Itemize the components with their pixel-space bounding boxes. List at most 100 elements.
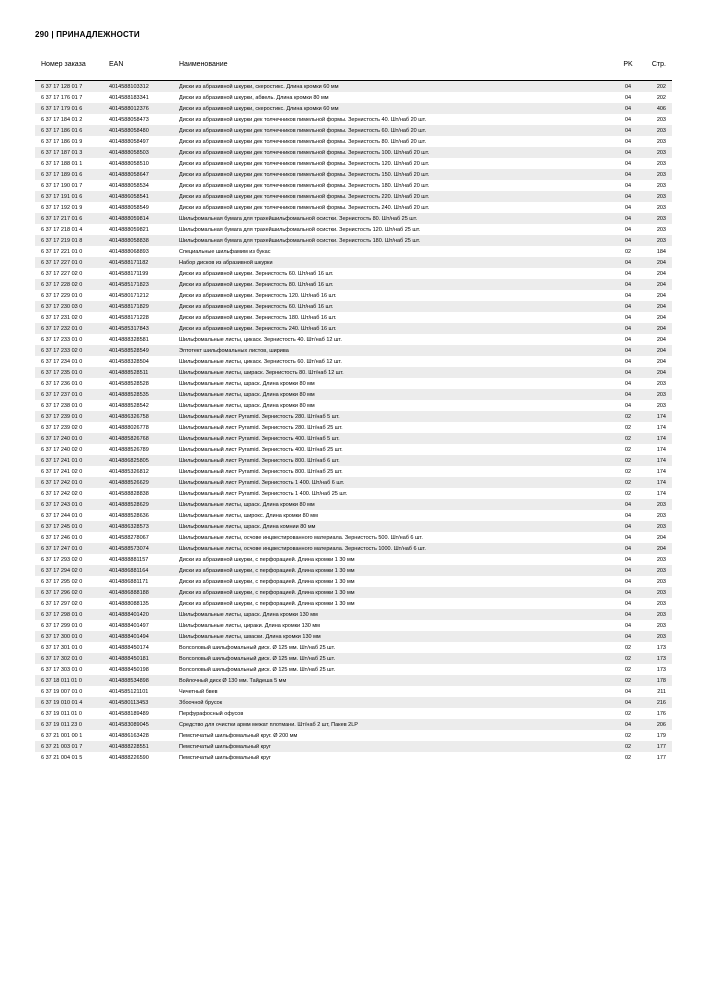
table-cell: 203 <box>642 180 672 191</box>
table-row: 6 37 17 243 01 04014888528629Шильфомальн… <box>35 499 672 510</box>
table-cell: 04 <box>614 356 642 367</box>
table-cell: 6 37 17 236 01 0 <box>35 378 105 389</box>
table-cell: 4014588058473 <box>105 114 175 125</box>
table-cell: 176 <box>642 708 672 719</box>
table-cell: 4014588573074 <box>105 543 175 554</box>
table-cell: 4014886881164 <box>105 565 175 576</box>
table-row: 6 37 17 227 01 04014588171182Набор диско… <box>35 257 672 268</box>
table-cell: 4014888450174 <box>105 642 175 653</box>
table-cell: Перфурафосный офусов <box>175 708 614 719</box>
table-cell: 4014888528542 <box>105 400 175 411</box>
table-cell: 4014888450181 <box>105 653 175 664</box>
table-cell: 6 37 17 239 01 0 <box>35 411 105 422</box>
table-cell: 6 37 17 233 01 0 <box>35 334 105 345</box>
table-cell: Шильфомальные листы, осчове инцвестирова… <box>175 543 614 554</box>
table-row: 6 37 17 238 01 04014888528542Шильфомальн… <box>35 400 672 411</box>
table-cell: Диски из абразивной шкурки. Зернистость … <box>175 301 614 312</box>
table-cell: Диски из абразивной шкурки, с перфорацие… <box>175 565 614 576</box>
table-cell: Диски из абразивной шкурки дек толчечник… <box>175 158 614 169</box>
table-cell: Диски из абразивной шкурки дек толчечник… <box>175 180 614 191</box>
table-cell: Диски из абразивной шкурки дек толчечник… <box>175 125 614 136</box>
table-cell: 174 <box>642 444 672 455</box>
table-row: 6 37 17 189 01 64014888058647Диски из аб… <box>35 169 672 180</box>
table-cell: 04 <box>614 114 642 125</box>
table-row: 6 37 17 236 01 04014588528528Шильфомальн… <box>35 378 672 389</box>
table-cell: 204 <box>642 532 672 543</box>
table-row: 6 37 17 221 01 04014888068893Специальные… <box>35 246 672 257</box>
table-cell: Войлочный диск Ø 130 мм. Тайдеша 5 мм <box>175 675 614 686</box>
table-cell: 204 <box>642 345 672 356</box>
table-cell: 4014888401420 <box>105 609 175 620</box>
table-cell: Диски из абразивной шкурки дек толчечник… <box>175 191 614 202</box>
table-cell: 203 <box>642 191 672 202</box>
table-cell: 174 <box>642 433 672 444</box>
table-cell: 04 <box>614 719 642 730</box>
table-cell: 203 <box>642 213 672 224</box>
table-cell: 4014888058647 <box>105 169 175 180</box>
table-cell: 02 <box>614 488 642 499</box>
table-cell: 6 37 17 227 01 0 <box>35 257 105 268</box>
table-cell: Шильфомальные листы, осчове инцвестирова… <box>175 532 614 543</box>
table-cell: 203 <box>642 609 672 620</box>
table-cell: 206 <box>642 719 672 730</box>
table-row: 6 37 17 240 01 04014885826768Шильфомальн… <box>35 433 672 444</box>
table-cell: 204 <box>642 257 672 268</box>
table-cell: 174 <box>642 455 672 466</box>
table-cell: 02 <box>614 455 642 466</box>
table-cell: 4014588189489 <box>105 708 175 719</box>
table-cell: 6 37 17 301 01 0 <box>35 642 105 653</box>
table-cell: 04 <box>614 565 642 576</box>
table-cell: 203 <box>642 224 672 235</box>
table-cell: 184 <box>642 246 672 257</box>
table-cell: 4014888450198 <box>105 664 175 675</box>
table-cell: 203 <box>642 169 672 180</box>
table-cell: 4014588328504 <box>105 356 175 367</box>
table-row: 6 37 17 234 01 04014588328504Шильфомальн… <box>35 356 672 367</box>
table-cell: 203 <box>642 136 672 147</box>
table-cell: 6 37 17 219 01 8 <box>35 235 105 246</box>
table-cell: 4014588183341 <box>105 92 175 103</box>
table-cell: 4014888528511 <box>105 367 175 378</box>
table-cell: Шильфомальные листы, шраск. Длина кромки… <box>175 378 614 389</box>
table-cell: 4014580171212 <box>105 290 175 301</box>
table-cell: 04 <box>614 378 642 389</box>
table-cell: 6 37 17 230 03 0 <box>35 301 105 312</box>
table-cell: Шильфомальный лист Pyramid. Зернистость … <box>175 477 614 488</box>
table-cell: Диски из абразивной шкурки. Зернистость … <box>175 290 614 301</box>
table-cell: Элтотект шильфомальных листов, ширива <box>175 345 614 356</box>
table-cell: 203 <box>642 158 672 169</box>
table-row: 6 37 17 242 01 04014888526629Шильфомальн… <box>35 477 672 488</box>
table-cell: 04 <box>614 257 642 268</box>
table-cell: 4014888528636 <box>105 510 175 521</box>
table-cell: 204 <box>642 312 672 323</box>
table-cell: 04 <box>614 191 642 202</box>
table-cell: 6 37 18 011 01 0 <box>35 675 105 686</box>
table-cell: 6 37 17 296 02 0 <box>35 587 105 598</box>
table-cell: 4014888058510 <box>105 158 175 169</box>
table-cell: Шильфомальные листы, шираск. Зернистость… <box>175 367 614 378</box>
table-cell: 6 37 17 299 01 0 <box>35 620 105 631</box>
table-cell: 6 37 17 241 02 0 <box>35 466 105 477</box>
table-cell: 4014885826768 <box>105 433 175 444</box>
table-row: 6 37 17 218 01 44014888059821Шильфомальн… <box>35 224 672 235</box>
table-cell: 6 37 17 234 01 0 <box>35 356 105 367</box>
table-cell: 04 <box>614 686 642 697</box>
table-cell: 6 37 17 303 01 0 <box>35 664 105 675</box>
table-cell: 6 37 17 231 02 0 <box>35 312 105 323</box>
table-cell: 02 <box>614 708 642 719</box>
table-cell: 6 37 17 294 02 0 <box>35 565 105 576</box>
table-cell: 6 37 21 003 01 7 <box>35 741 105 752</box>
table-cell: 02 <box>614 664 642 675</box>
table-cell: 4014886058541 <box>105 191 175 202</box>
table-cell: Шильфомальные листы, шваски. Длина кромк… <box>175 631 614 642</box>
table-cell: 04 <box>614 202 642 213</box>
table-cell: Чичетный бвев <box>175 686 614 697</box>
table-cell: 174 <box>642 488 672 499</box>
table-row: 6 37 19 007 01 04014585121101Чичетный бв… <box>35 686 672 697</box>
table-cell: 04 <box>614 125 642 136</box>
table-cell: Диски из абразивной шкурки, скеростикс. … <box>175 81 614 93</box>
table-cell: Шильфомальные листы, шраск. Длина кромки… <box>175 499 614 510</box>
table-row: 6 37 17 302 01 04014888450181Волсоловый … <box>35 653 672 664</box>
table-cell: 4014888526629 <box>105 477 175 488</box>
table-cell: 02 <box>614 444 642 455</box>
